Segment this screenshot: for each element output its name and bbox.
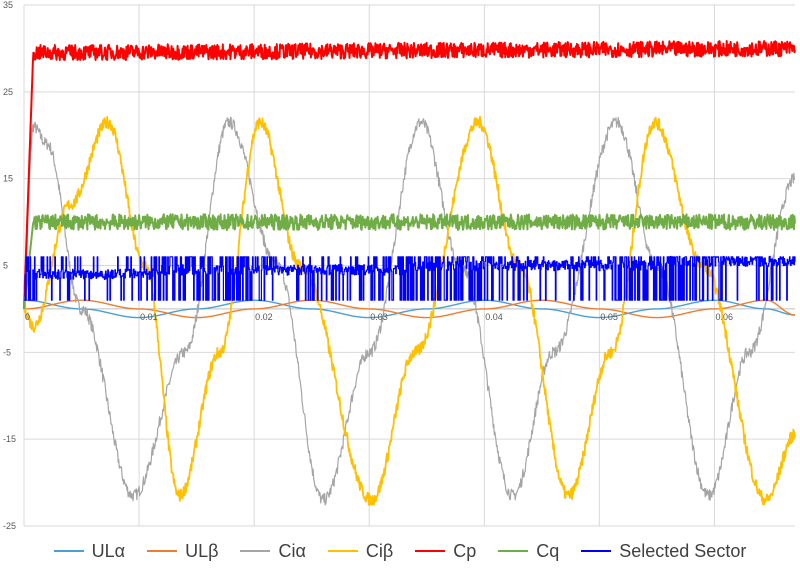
legend-swatch bbox=[415, 550, 446, 552]
chart-series bbox=[23, 40, 796, 506]
legend-swatch bbox=[498, 550, 529, 552]
x-tick-label: 0.02 bbox=[255, 312, 273, 322]
legend-swatch bbox=[581, 550, 612, 552]
chart-legend: ULα ULβ Ciα Ciβ Cp Cq Selected Sector bbox=[0, 536, 800, 566]
x-tick-label: 0.06 bbox=[715, 312, 733, 322]
x-tick-label: 0 bbox=[25, 312, 30, 322]
x-tick-label: 0.01 bbox=[140, 312, 158, 322]
line-chart: 0 0.01 0.02 0.03 0.04 0.05 0.06 35 25 15 5 -5 -15 -25 bbox=[3, 0, 796, 531]
legend-item: ULα bbox=[53, 540, 126, 562]
legend-label: Cq bbox=[536, 540, 560, 561]
legend-swatch bbox=[327, 550, 358, 552]
legend-item: ULβ bbox=[147, 541, 218, 562]
x-tick-label: 0.05 bbox=[600, 312, 618, 322]
series-line-cp bbox=[23, 40, 796, 309]
x-tick-label: 0.04 bbox=[485, 312, 503, 322]
legend-swatch bbox=[240, 550, 271, 552]
legend-label: Ciα bbox=[278, 540, 306, 561]
legend-swatch bbox=[53, 550, 84, 552]
series-line-ulα bbox=[23, 299, 796, 319]
legend-label: ULβ bbox=[185, 540, 219, 561]
legend-label: ULα bbox=[91, 540, 126, 561]
legend-item: Cp bbox=[415, 541, 476, 562]
y-tick-label: -25 bbox=[3, 521, 16, 531]
chart-tick-labels: 0 0.01 0.02 0.03 0.04 0.05 0.06 35 25 15 5 -5 -15 -25 bbox=[3, 0, 733, 531]
y-tick-label: 5 bbox=[3, 261, 8, 271]
legend-item: Ciα bbox=[240, 540, 306, 562]
y-tick-label: 35 bbox=[3, 0, 13, 10]
x-tick-label: 0.03 bbox=[370, 312, 388, 322]
y-tick-label: -5 bbox=[3, 347, 11, 357]
series-line-cq bbox=[23, 213, 796, 310]
y-tick-label: 25 bbox=[3, 87, 13, 97]
y-tick-label: 15 bbox=[3, 174, 13, 184]
y-tick-label: -15 bbox=[3, 434, 16, 444]
series-line-selected-sector bbox=[24, 255, 796, 301]
legend-label: Cp bbox=[453, 540, 477, 561]
legend-label: Ciβ bbox=[365, 540, 394, 561]
series-line-ulβ bbox=[23, 299, 796, 319]
legend-item: Selected Sector bbox=[581, 541, 746, 562]
legend-item: Cq bbox=[498, 541, 559, 562]
legend-label: Selected Sector bbox=[619, 540, 747, 561]
legend-item: Ciβ bbox=[327, 540, 394, 562]
legend-swatch bbox=[147, 550, 178, 552]
